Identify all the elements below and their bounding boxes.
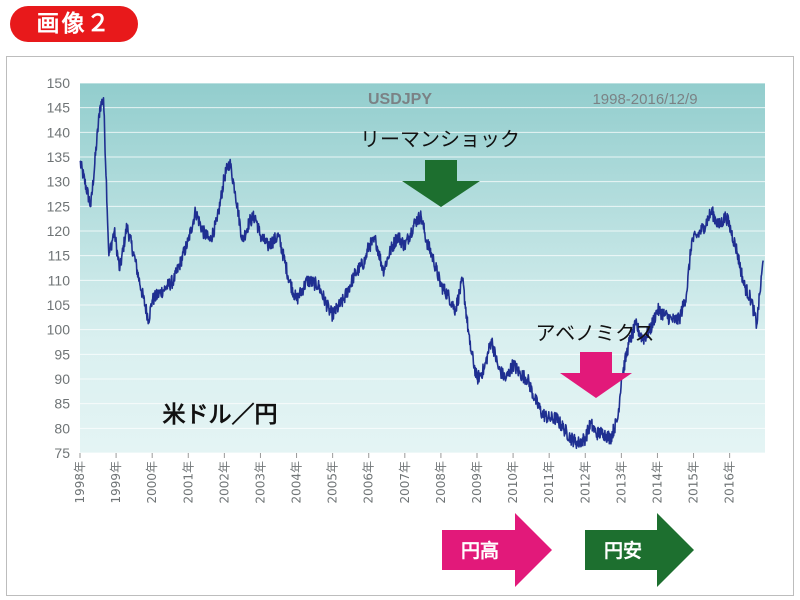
series-label: 米ドル／円 <box>163 401 278 428</box>
x-tick-label: 2010年 <box>506 461 520 504</box>
x-tick-label: 2016年 <box>723 461 737 504</box>
plot-area <box>80 83 765 453</box>
lehman-label: リーマンショック <box>360 127 520 151</box>
lehman-arrow-icon <box>402 160 480 207</box>
x-tick-label: 2004年 <box>290 461 304 504</box>
yen-high-arrow-icon <box>442 513 552 587</box>
y-tick-label: 90 <box>54 371 70 387</box>
yen-high-label: 円高 <box>461 539 499 562</box>
x-tick-label: 2008年 <box>434 461 448 504</box>
x-tick-label: 1999年 <box>109 461 123 504</box>
y-tick-label: 85 <box>54 396 70 412</box>
grid <box>80 82 765 454</box>
x-tick-label: 2001年 <box>181 461 195 504</box>
y-tick-label: 100 <box>47 322 71 338</box>
x-tick-label: 2011年 <box>542 461 556 504</box>
yen-low-label: 円安 <box>604 539 642 562</box>
abenomics-label: アベノミクス <box>536 321 655 345</box>
chart-subtitle: 1998-2016/12/9 <box>592 91 697 108</box>
x-tick-label: 2003年 <box>253 461 267 504</box>
y-tick-label: 125 <box>47 198 71 214</box>
abenomics-arrow-icon <box>560 352 632 398</box>
x-tick-label: 2000年 <box>145 461 159 504</box>
y-tick-label: 115 <box>48 248 71 264</box>
x-tick-label: 2006年 <box>362 461 376 504</box>
y-tick-label: 75 <box>54 445 70 461</box>
y-tick-label: 105 <box>47 297 71 313</box>
y-tick-label: 145 <box>47 100 71 116</box>
y-axis: 150 145 140 135 130 125 120 115 110 105 100 95 90 85 8… <box>47 75 71 461</box>
y-tick-label: 120 <box>47 223 71 239</box>
y-tick-label: 95 <box>54 346 70 362</box>
x-tick-label: 2014年 <box>650 461 664 504</box>
chart-title: USDJPY <box>368 91 432 108</box>
y-tick-label: 130 <box>47 174 71 190</box>
y-tick-label: 110 <box>48 272 71 288</box>
yen-low-arrow-icon <box>585 513 694 587</box>
figure-badge: 画像２ <box>10 6 138 42</box>
x-tick-label: 2012年 <box>578 461 592 504</box>
x-tick-label: 2009年 <box>470 461 484 504</box>
y-tick-label: 150 <box>47 75 71 91</box>
x-tick-label: 2005年 <box>326 461 340 504</box>
y-tick-label: 80 <box>54 420 70 436</box>
x-tick-label: 2013年 <box>614 461 628 504</box>
y-tick-label: 135 <box>47 149 71 165</box>
usdjpy-line <box>79 97 764 450</box>
y-tick-label: 140 <box>47 124 71 140</box>
x-tick-label: 2007年 <box>398 461 412 504</box>
x-axis: 1998年 1999年 2000年 2001年 2002年 2003年 2004年 2005年… <box>73 453 737 504</box>
x-tick-label: 1998年 <box>73 461 87 504</box>
x-tick-label: 2015年 <box>687 461 701 504</box>
x-tick-label: 2002年 <box>217 461 231 504</box>
